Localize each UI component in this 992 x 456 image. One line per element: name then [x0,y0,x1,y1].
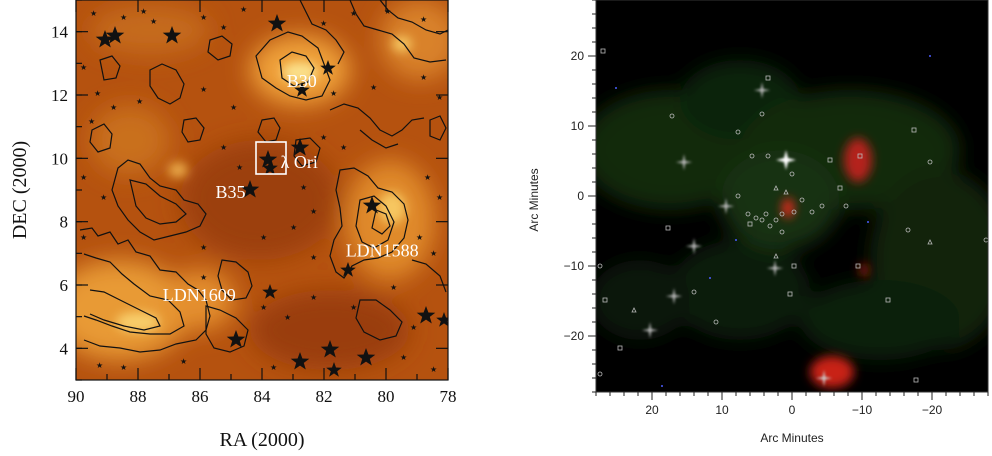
svg-text:★: ★ [150,17,157,26]
right-tick-labels: 20 10 0 −10 −20 20 10 0 −10 −20 [564,49,943,417]
right-x-tick-label: 0 [789,403,796,417]
left-x-tick-label: 86 [192,387,209,406]
svg-text:★: ★ [290,223,297,232]
svg-text:★: ★ [350,303,357,312]
svg-text:★: ★ [420,73,427,82]
svg-text:★: ★ [400,353,407,362]
region-label: λ Ori [281,152,318,172]
left-x-tick-label: 90 [68,387,85,406]
svg-text:★: ★ [180,357,187,366]
svg-text:★: ★ [424,173,431,182]
svg-text:★: ★ [420,15,427,24]
svg-text:★: ★ [310,293,317,302]
svg-text:★: ★ [310,207,317,216]
svg-text:★: ★ [80,173,87,182]
svg-text:★: ★ [240,5,247,14]
svg-text:★: ★ [200,243,207,252]
svg-text:★: ★ [260,303,267,312]
svg-text:★: ★ [320,19,327,28]
svg-text:★: ★ [430,249,437,258]
svg-text:★: ★ [436,193,443,202]
svg-text:★: ★ [120,363,127,372]
region-label: LDN1588 [346,241,419,261]
left-x-tick-label: 88 [130,387,147,406]
svg-text:★: ★ [110,103,117,112]
svg-text:★: ★ [236,163,243,172]
right-y-tick-label: 20 [571,49,585,63]
left-y-tick-label: 14 [51,23,69,42]
svg-text:★: ★ [80,233,87,242]
svg-text:★: ★ [80,63,87,72]
svg-text:★: ★ [120,13,127,22]
left-y-tick-label: 6 [60,276,69,295]
svg-text:★: ★ [320,133,327,142]
svg-text:★: ★ [220,23,227,32]
source-markers [597,48,988,383]
left-y-tick-label: 8 [60,213,69,232]
left-x-axis-label: RA (2000) [220,429,305,451]
svg-text:★: ★ [200,13,207,22]
svg-text:★: ★ [350,9,357,18]
bright-stars [641,82,833,387]
right-y-tick-label: 0 [577,189,584,203]
right-axes [588,0,989,400]
svg-text:★: ★ [136,97,143,106]
svg-text:★: ★ [200,273,207,282]
svg-text:★: ★ [88,117,95,126]
region-label: B35 [216,182,246,202]
svg-text:★: ★ [430,365,437,374]
svg-text:★: ★ [390,283,397,292]
optical-image [596,0,988,392]
left-y-tick-label: 12 [51,86,68,105]
right-y-tick-label: −20 [564,329,585,343]
right-y-tick-label: −10 [564,259,585,273]
svg-text:★: ★ [200,85,207,94]
left-axes [75,0,449,381]
left-y-tick-label: 10 [51,149,68,168]
left-figure: ★ ★★★ ★★★ ★ ★ ★★★ ★★★★ ★★★★ ★★★★ ★★★★ ★★★★ … [9,0,457,451]
left-x-tick-label: 78 [440,387,457,406]
right-x-tick-label: 10 [715,403,729,417]
svg-text:★: ★ [90,9,97,18]
svg-text:★: ★ [94,89,101,98]
region-label: B30 [287,71,317,91]
svg-text:★: ★ [284,313,291,322]
field-points [615,55,931,387]
svg-text:★: ★ [100,193,107,202]
svg-text:★: ★ [220,143,227,152]
svg-text:★: ★ [330,89,337,98]
svg-text:★: ★ [370,83,377,92]
svg-text:★: ★ [416,233,423,242]
contour-lines [79,0,448,353]
left-x-tick-label: 84 [254,387,272,406]
map-annotations: B30 λ Ori B35 LDN1588 LDN1609 [163,71,419,305]
svg-text:★: ★ [410,323,417,332]
right-y-axis-label: Arc Minutes [527,168,541,231]
right-x-tick-label: −20 [922,403,943,417]
star-markers: ★ ★★★ ★★★ ★ ★ ★★★ ★★★★ ★★★★ ★★★★ ★★★★ ★★★★ … [80,5,448,377]
left-y-axis-label: DEC (2000) [9,141,31,239]
region-label: LDN1609 [163,285,236,305]
dust-map-image: ★ ★★★ ★★★ ★ ★ ★★★ ★★★★ ★★★★ ★★★★ ★★★★ ★★★★ … [76,0,448,380]
right-figure: 20 10 0 −10 −20 20 10 0 −10 −20 Arc Minutes Arc M… [527,0,989,445]
right-x-axis-label: Arc Minutes [760,431,823,445]
left-x-tick-label: 82 [316,387,333,406]
right-x-tick-label: 20 [645,403,659,417]
svg-text:★: ★ [436,93,443,102]
right-x-tick-label: −10 [852,403,873,417]
svg-text:★: ★ [230,103,237,112]
svg-text:★: ★ [340,143,347,152]
right-y-tick-label: 10 [571,119,585,133]
left-x-tick-label: 80 [378,387,395,406]
svg-text:★: ★ [260,233,267,242]
svg-text:★: ★ [384,7,391,16]
lambda-ori-box [255,141,287,175]
svg-text:★: ★ [140,7,147,16]
svg-text:★: ★ [310,253,317,262]
svg-text:★: ★ [96,361,103,370]
svg-text:★: ★ [300,183,307,192]
left-y-tick-label: 4 [60,339,69,358]
svg-text:★: ★ [270,363,277,372]
